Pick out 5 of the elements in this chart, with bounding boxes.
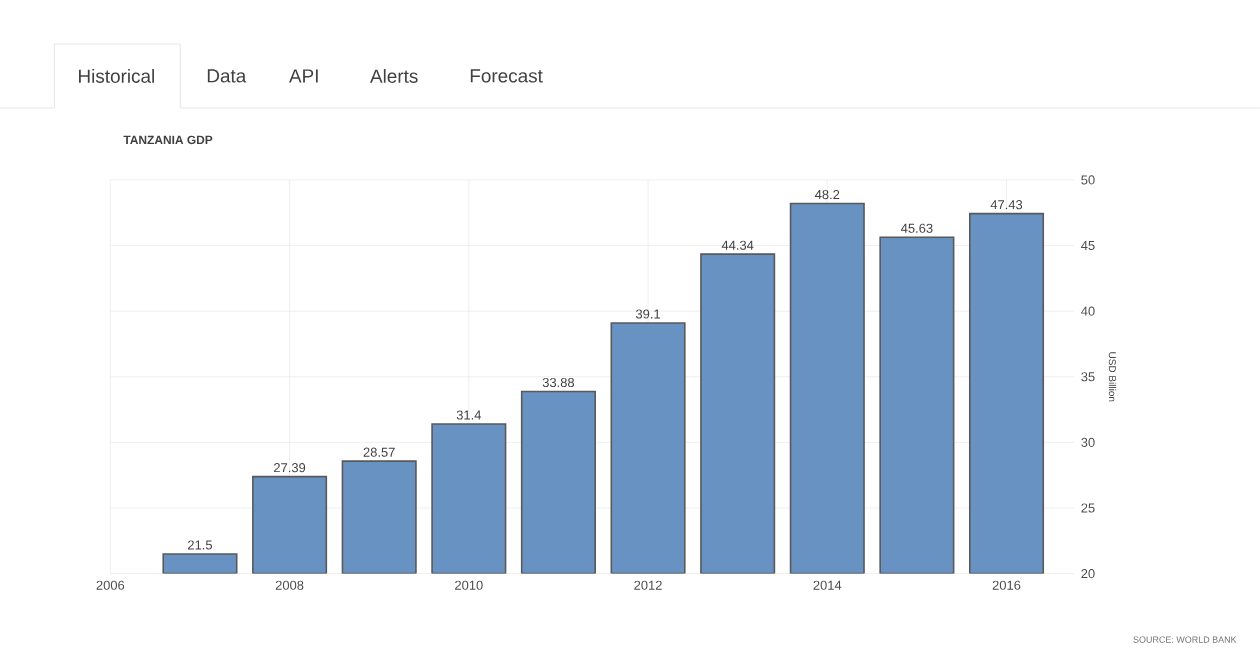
text: Data	[207, 69, 247, 83]
text: Alerts	[370, 69, 418, 84]
text: Historical	[79, 69, 154, 84]
text: API	[289, 69, 318, 83]
text: Forecast	[470, 69, 543, 83]
